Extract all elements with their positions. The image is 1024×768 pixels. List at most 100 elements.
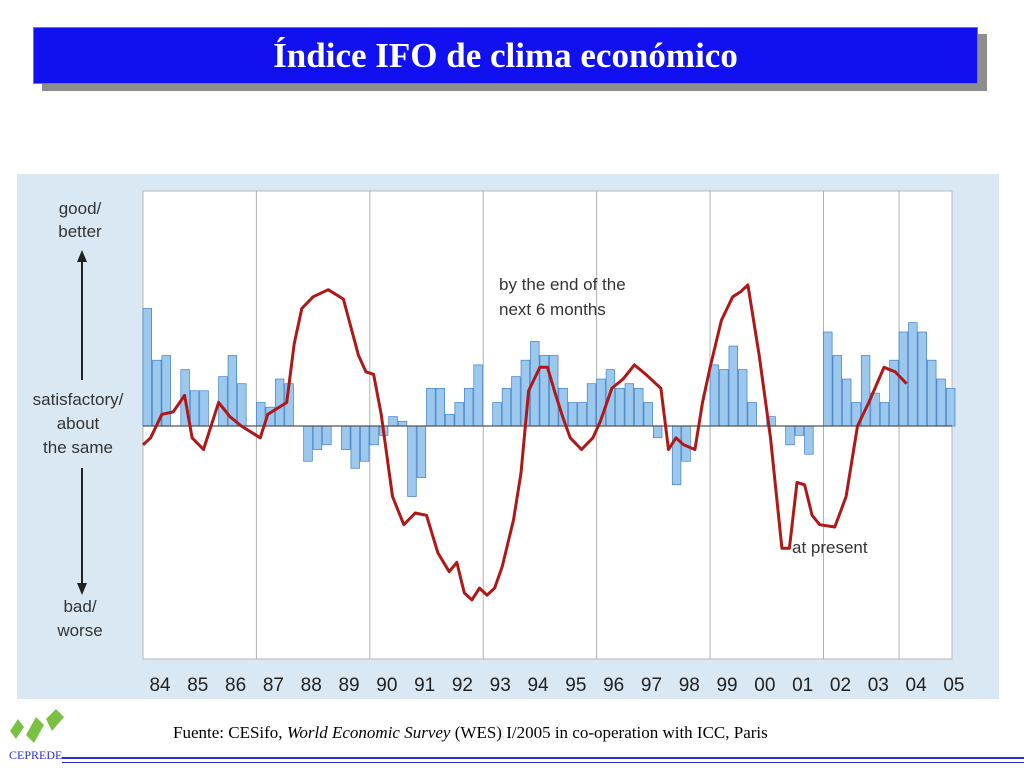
bar-31 <box>435 388 445 427</box>
bar-82 <box>917 331 927 427</box>
bar-54 <box>653 425 663 439</box>
bar-22 <box>350 425 360 469</box>
bar-32 <box>445 413 455 427</box>
footer-rule-thin <box>62 762 1024 763</box>
bar-37 <box>492 402 502 427</box>
x-tick-95: 95 <box>565 675 586 696</box>
x-tick-05: 05 <box>943 675 964 696</box>
source-prefix: Fuente: CESifo, <box>173 723 287 742</box>
bar-85 <box>945 388 956 427</box>
bar-30 <box>426 388 436 427</box>
bar-39 <box>511 376 521 427</box>
bar-14 <box>274 378 285 427</box>
bar-84 <box>936 378 946 427</box>
bar-35 <box>473 364 483 427</box>
bar-50 <box>615 388 625 427</box>
annotation-next-6-months-line1: by the end of the <box>499 275 626 294</box>
x-tick-87: 87 <box>263 675 284 696</box>
bar-60 <box>709 364 720 427</box>
title-banner: Índice IFO de clima económico <box>33 27 978 84</box>
bar-34 <box>463 388 474 427</box>
bar-33 <box>454 402 464 427</box>
x-tick-04: 04 <box>906 675 928 696</box>
bar-81 <box>908 322 918 427</box>
ylabel-good-line1: good/ <box>59 199 102 218</box>
x-tick-02: 02 <box>830 675 851 696</box>
bar-26 <box>388 416 398 427</box>
slide-title: Índice IFO de clima económico <box>273 35 738 75</box>
bar-38 <box>501 388 512 427</box>
bar-62 <box>728 345 738 427</box>
bar-5 <box>189 390 200 427</box>
bar-63 <box>738 369 748 427</box>
bar-47 <box>586 383 597 427</box>
x-tick-85: 85 <box>187 675 208 696</box>
x-tick-00: 00 <box>754 675 775 696</box>
bar-17 <box>303 425 313 462</box>
ylabel-satisfactory-line2: about <box>57 414 100 433</box>
up-arrow-icon <box>77 250 87 262</box>
line-series <box>141 283 908 602</box>
ylabel-bad-line2: worse <box>56 621 102 640</box>
x-tick-93: 93 <box>490 675 511 696</box>
logo-leaf-3 <box>46 709 64 731</box>
bar-52 <box>634 388 644 427</box>
bar-46 <box>577 402 587 427</box>
bar-73 <box>832 355 842 427</box>
bar-72 <box>823 331 833 427</box>
x-tick-labels: 84 85 86 87 88 89 90 91 92 93 94 95 96 97 98 99 00 01 02 03… <box>149 675 964 696</box>
bar-19 <box>322 425 332 446</box>
footer-rule <box>62 757 1024 759</box>
bar-29 <box>416 425 427 479</box>
x-tick-91: 91 <box>414 675 435 696</box>
bar-56 <box>671 425 682 486</box>
bar-74 <box>842 378 852 427</box>
source-note: Fuente: CESifo, World Economic Survey (W… <box>173 723 768 743</box>
bar-28 <box>407 425 417 497</box>
ylabel-satisfactory-line3: the same <box>43 438 113 457</box>
bar-61 <box>719 369 729 427</box>
bar-64 <box>747 402 757 427</box>
down-arrow-icon <box>77 583 87 595</box>
x-tick-86: 86 <box>225 675 246 696</box>
bar-0 <box>142 308 153 427</box>
annotation-at-present: at present <box>792 538 868 557</box>
bar-6 <box>199 390 209 427</box>
ylabel-bad-line1: bad/ <box>63 597 96 616</box>
source-publication: World Economic Survey <box>286 723 451 742</box>
present-line <box>141 283 908 602</box>
logo-leaf-1 <box>10 719 24 739</box>
logo-leaf-2 <box>26 717 44 743</box>
source-suffix: (WES) I/2005 in co-operation with ICC, P… <box>450 723 768 742</box>
bar-69 <box>794 425 805 436</box>
x-tick-98: 98 <box>679 675 700 696</box>
ylabel-satisfactory-line1: satisfactory/ <box>33 390 124 409</box>
bar-21 <box>341 425 351 450</box>
bar-53 <box>643 402 653 427</box>
x-tick-89: 89 <box>338 675 359 696</box>
bar-51 <box>624 383 634 427</box>
bar-45 <box>567 402 578 427</box>
annotation-next-6-months-line2: next 6 months <box>499 300 606 319</box>
ylabel-good-line2: better <box>58 222 102 241</box>
x-tick-90: 90 <box>376 675 397 696</box>
x-tick-88: 88 <box>301 675 322 696</box>
x-tick-01: 01 <box>792 675 813 696</box>
bar-24 <box>369 425 379 446</box>
bar-10 <box>237 383 247 427</box>
ceprede-logo: CEPREDE <box>9 709 64 762</box>
bar-18 <box>312 425 323 450</box>
bar-23 <box>360 425 370 462</box>
logo-text: CEPREDE <box>9 748 62 762</box>
bar-83 <box>927 359 937 427</box>
x-tick-99: 99 <box>716 675 737 696</box>
x-tick-03: 03 <box>868 675 889 696</box>
x-tick-96: 96 <box>603 675 624 696</box>
x-tick-97: 97 <box>641 675 662 696</box>
bar-8 <box>218 376 228 427</box>
x-tick-94: 94 <box>527 675 549 696</box>
bar-27 <box>397 420 408 427</box>
x-tick-84: 84 <box>149 675 171 696</box>
bar-70 <box>804 425 814 455</box>
